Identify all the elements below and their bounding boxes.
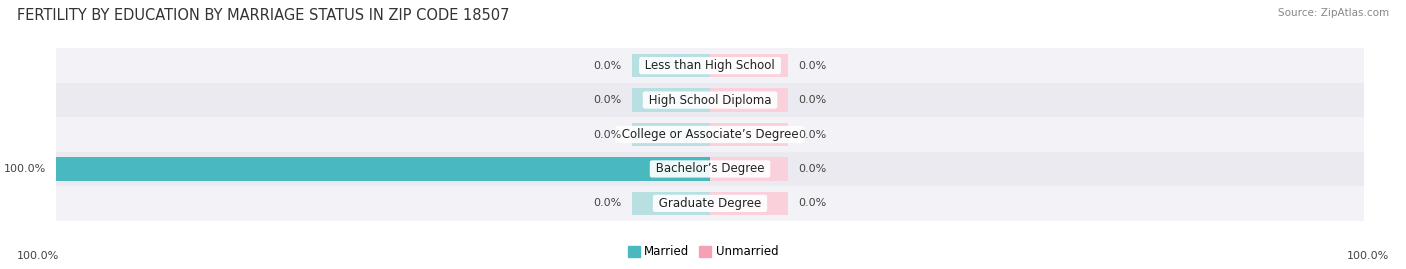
- Bar: [710, 54, 789, 77]
- Legend: Married, Unmarried: Married, Unmarried: [623, 241, 783, 263]
- Text: FERTILITY BY EDUCATION BY MARRIAGE STATUS IN ZIP CODE 18507: FERTILITY BY EDUCATION BY MARRIAGE STATU…: [17, 8, 509, 23]
- Bar: [710, 88, 789, 112]
- Text: College or Associate’s Degree: College or Associate’s Degree: [617, 128, 803, 141]
- Text: 100.0%: 100.0%: [1347, 251, 1389, 261]
- Text: 100.0%: 100.0%: [17, 251, 59, 261]
- Bar: [710, 123, 789, 146]
- Bar: [56, 117, 1364, 152]
- Text: 0.0%: 0.0%: [799, 164, 827, 174]
- Text: Graduate Degree: Graduate Degree: [655, 197, 765, 210]
- Bar: [631, 123, 710, 146]
- Bar: [710, 192, 789, 215]
- Text: 0.0%: 0.0%: [593, 95, 621, 105]
- Bar: [56, 186, 1364, 221]
- Bar: [56, 157, 710, 181]
- Bar: [631, 88, 710, 112]
- Bar: [710, 157, 789, 181]
- Text: Bachelor’s Degree: Bachelor’s Degree: [652, 162, 768, 175]
- Text: High School Diploma: High School Diploma: [645, 94, 775, 107]
- Bar: [631, 54, 710, 77]
- Bar: [56, 157, 710, 181]
- Bar: [56, 152, 1364, 186]
- Text: 0.0%: 0.0%: [799, 129, 827, 140]
- Text: 0.0%: 0.0%: [799, 198, 827, 208]
- Text: Less than High School: Less than High School: [641, 59, 779, 72]
- Text: Source: ZipAtlas.com: Source: ZipAtlas.com: [1278, 8, 1389, 18]
- Text: 0.0%: 0.0%: [593, 198, 621, 208]
- Text: 0.0%: 0.0%: [593, 129, 621, 140]
- Text: 100.0%: 100.0%: [4, 164, 46, 174]
- Bar: [56, 83, 1364, 117]
- Bar: [631, 192, 710, 215]
- Text: 0.0%: 0.0%: [799, 61, 827, 71]
- Text: 0.0%: 0.0%: [593, 61, 621, 71]
- Bar: [56, 48, 1364, 83]
- Text: 0.0%: 0.0%: [799, 95, 827, 105]
